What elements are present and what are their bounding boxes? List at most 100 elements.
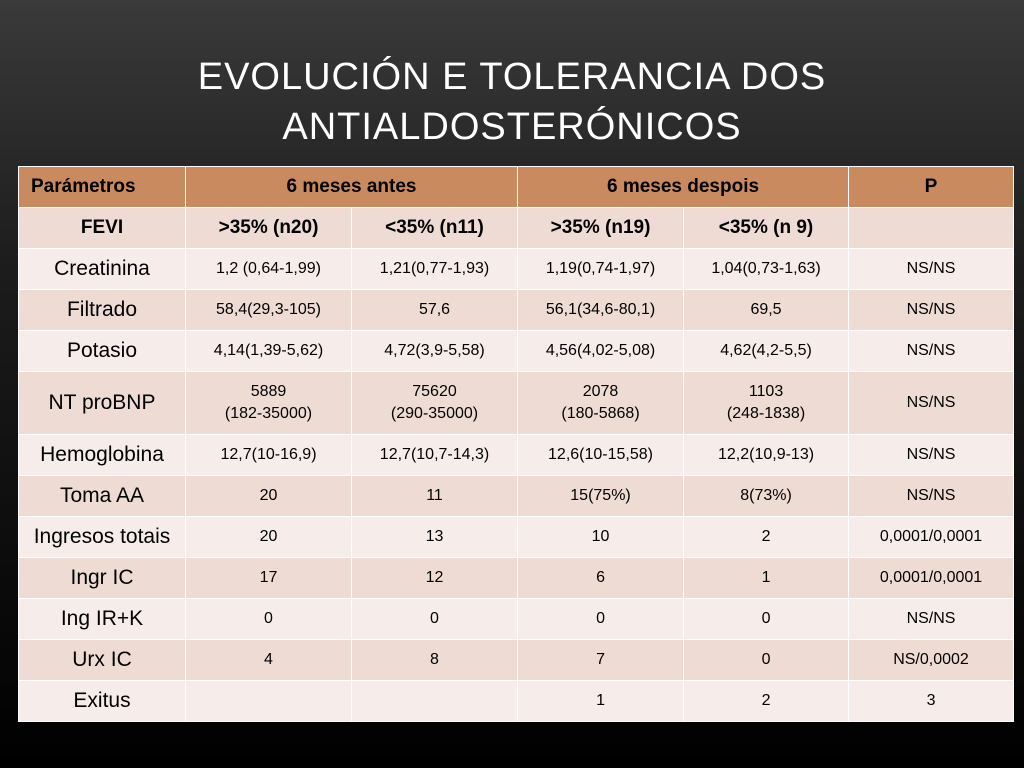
- table-cell: 1,2 (0,64-1,99): [185, 248, 352, 290]
- table-cell: NS/0,0002: [848, 639, 1015, 681]
- table-cell: 12: [350, 557, 519, 599]
- table-row: NT proBNP 5889 (182-35000) 75620 (290-35000)…: [18, 371, 1015, 435]
- cell-line: 2078: [582, 383, 619, 400]
- table-row: Toma AA 20 11 15(75%) 8(73%) NS/NS: [18, 475, 1015, 517]
- table-row: Ingresos totais 20 13 10 2 0,0001/0,0001: [18, 516, 1015, 558]
- table-cell: NS/NS: [848, 475, 1015, 517]
- header-row: Parámetros 6 meses antes 6 meses despois…: [18, 166, 1015, 208]
- table-cell: [185, 680, 352, 722]
- table-cell: 0: [683, 598, 850, 640]
- table-cell: 8: [350, 639, 519, 681]
- table-cell: 12,2(10,9-13): [683, 434, 850, 476]
- table-cell: 10: [517, 516, 685, 558]
- header-6-meses-despois: 6 meses despois: [517, 166, 850, 208]
- table-row: Filtrado 58,4(29,3-105) 57,6 56,1(34,6-80,1…: [18, 289, 1015, 331]
- table-cell: 56,1(34,6-80,1): [517, 289, 685, 331]
- cell-line: (180-5868): [561, 405, 640, 422]
- subheader-despois-lt35: <35% (n 9): [683, 207, 850, 249]
- table-row: Ing IR+K 0 0 0 0 NS/NS: [18, 598, 1015, 640]
- table-cell: 1103 (248-1838): [683, 371, 850, 435]
- row-parameter: Hemoglobina: [18, 434, 186, 476]
- subheader-antes-lt35: <35% (n11): [350, 207, 519, 249]
- table-row: Urx IC 4 8 7 0 NS/0,0002: [18, 639, 1015, 681]
- header-p: P: [848, 166, 1015, 208]
- table-cell: 0: [185, 598, 352, 640]
- table-cell: 0,0001/0,0001: [848, 557, 1015, 599]
- table-cell: 17: [185, 557, 352, 599]
- cell-line: (290-35000): [390, 405, 479, 422]
- cell-line: (182-35000): [224, 405, 313, 422]
- table-cell: NS/NS: [848, 289, 1015, 331]
- table-cell: 8(73%): [683, 475, 850, 517]
- title-line-2: ANTIALDOSTERÓNICOS: [282, 106, 742, 148]
- table-cell: 4,14(1,39-5,62): [185, 330, 352, 372]
- table-cell: 12,6(10-15,58): [517, 434, 685, 476]
- table-cell: 3: [848, 680, 1015, 722]
- row-parameter: Ingr IC: [18, 557, 186, 599]
- title-line-1: EVOLUCIÓN E TOLERANCIA DOS: [197, 56, 827, 98]
- header-parametros: Parámetros: [18, 166, 186, 208]
- row-parameter: Ing IR+K: [18, 598, 186, 640]
- table-cell: 1: [683, 557, 850, 599]
- table-cell: 58,4(29,3-105): [185, 289, 352, 331]
- table-cell: 15(75%): [517, 475, 685, 517]
- subheader-row: FEVI >35% (n20) <35% (n11) >35% (n19) <3…: [18, 207, 1015, 249]
- table-cell: 11: [350, 475, 519, 517]
- table-cell: NS/NS: [848, 248, 1015, 290]
- table-cell: 0,0001/0,0001: [848, 516, 1015, 558]
- table-cell: 20: [185, 516, 352, 558]
- table-cell: 6: [517, 557, 685, 599]
- row-parameter: Urx IC: [18, 639, 186, 681]
- table-cell: 4,72(3,9-5,58): [350, 330, 519, 372]
- table-cell: 2: [683, 680, 850, 722]
- table-cell: NS/NS: [848, 371, 1015, 435]
- table-row: Hemoglobina 12,7(10-16,9) 12,7(10,7-14,3) 1…: [18, 434, 1015, 476]
- cell-line: 1103: [748, 383, 784, 400]
- table-cell: 0: [517, 598, 685, 640]
- table-cell: 0: [350, 598, 519, 640]
- table-cell: 4: [185, 639, 352, 681]
- table-row: Ingr IC 17 12 6 1 0,0001/0,0001: [18, 557, 1015, 599]
- results-table: Parámetros 6 meses antes 6 meses despois…: [18, 166, 1015, 722]
- table-cell: 5889 (182-35000): [185, 371, 352, 435]
- row-parameter: Ingresos totais: [18, 516, 186, 558]
- cell-line: (248-1838): [726, 405, 806, 422]
- cell-line: 75620: [412, 383, 457, 400]
- row-parameter: NT proBNP: [18, 371, 186, 435]
- table-cell: NS/NS: [848, 598, 1015, 640]
- table-cell: 13: [350, 516, 519, 558]
- table-cell: [350, 680, 519, 722]
- table-cell: 1,04(0,73-1,63): [683, 248, 850, 290]
- table-cell: 57,6: [350, 289, 519, 331]
- table-cell: 12,7(10,7-14,3): [350, 434, 519, 476]
- table-cell: 20: [185, 475, 352, 517]
- table-cell: 2078 (180-5868): [517, 371, 685, 435]
- row-parameter: Creatinina: [18, 248, 186, 290]
- table-cell: 7: [517, 639, 685, 681]
- cell-line: 5889: [250, 383, 287, 400]
- table-cell: NS/NS: [848, 330, 1015, 372]
- subheader-fevi: FEVI: [18, 207, 186, 249]
- table-cell: 1,19(0,74-1,97): [517, 248, 685, 290]
- table-cell: 1: [517, 680, 685, 722]
- row-parameter: Filtrado: [18, 289, 186, 331]
- row-parameter: Toma AA: [18, 475, 186, 517]
- table-cell: 2: [683, 516, 850, 558]
- table-cell: 12,7(10-16,9): [185, 434, 352, 476]
- table-row: Exitus 1 2 3: [18, 680, 1015, 722]
- table-cell: 4,56(4,02-5,08): [517, 330, 685, 372]
- table-cell: 4,62(4,2-5,5): [683, 330, 850, 372]
- slide-title: EVOLUCIÓN E TOLERANCIA DOS ANTIALDOSTERÓ…: [0, 52, 1024, 152]
- table-row: Potasio 4,14(1,39-5,62) 4,72(3,9-5,58) 4,56…: [18, 330, 1015, 372]
- table-cell: 69,5: [683, 289, 850, 331]
- row-parameter: Exitus: [18, 680, 186, 722]
- subheader-antes-gt35: >35% (n20): [185, 207, 352, 249]
- row-parameter: Potasio: [18, 330, 186, 372]
- header-6-meses-antes: 6 meses antes: [184, 166, 519, 208]
- subheader-p-empty: [848, 207, 1015, 249]
- table-cell: 1,21(0,77-1,93): [350, 248, 519, 290]
- table-row: Creatinina 1,2 (0,64-1,99) 1,21(0,77-1,93)…: [18, 248, 1015, 290]
- subheader-despois-gt35: >35% (n19): [517, 207, 685, 249]
- table-cell: NS/NS: [848, 434, 1015, 476]
- table-cell: 0: [683, 639, 850, 681]
